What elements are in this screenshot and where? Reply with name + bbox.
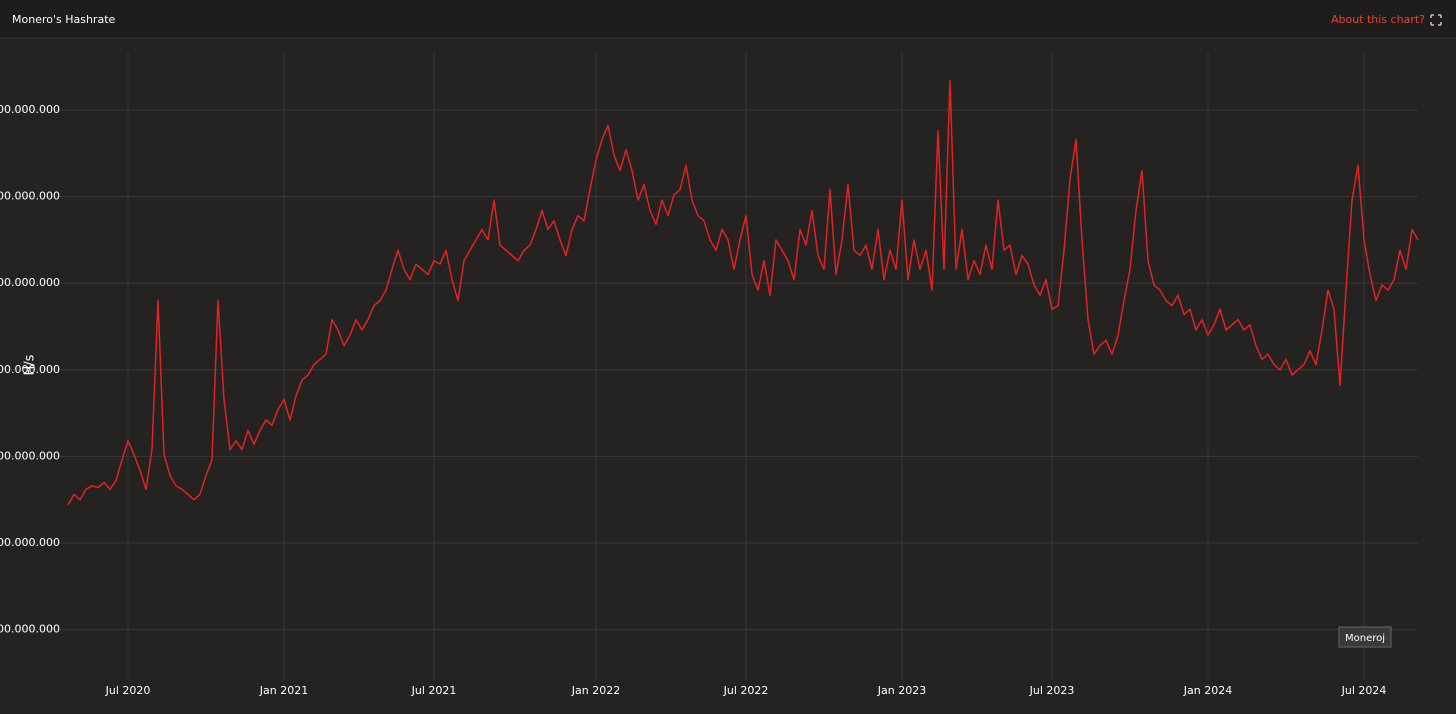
y-tick-label: 1.000.000.000 [0, 536, 60, 549]
x-tick-label: Jul 2021 [411, 684, 457, 697]
y-tick-label: 3.500.000.000 [0, 103, 60, 116]
x-tick-label: Jul 2020 [105, 684, 151, 697]
x-tick-label: Jan 2023 [877, 684, 926, 697]
y-tick-label: 2.500.000.000 [0, 276, 60, 289]
x-tick-label: Jul 2022 [723, 684, 769, 697]
x-tick-label: Jul 2023 [1029, 684, 1075, 697]
x-tick-label: Jan 2021 [259, 684, 308, 697]
about-link[interactable]: About this chart? [1331, 13, 1425, 26]
y-tick-label: 500.000.000 [0, 623, 60, 636]
y-tick-label: 2.000.000.000 [0, 363, 60, 376]
chart-title: Monero's Hashrate [12, 13, 116, 26]
x-tick-label: Jul 2024 [1341, 684, 1387, 697]
header-bar [0, 0, 1456, 38]
hashrate-line [67, 79, 1419, 506]
y-tick-label: 1.500.000.000 [0, 449, 60, 462]
x-tick-label: Jan 2024 [1183, 684, 1232, 697]
expand-icon[interactable] [1430, 14, 1442, 26]
x-tick-label: Jan 2022 [571, 684, 620, 697]
credit-label: Moneroj [1345, 633, 1385, 644]
credit-box [1338, 626, 1392, 648]
y-tick-label: 3.000.000.000 [0, 190, 60, 203]
